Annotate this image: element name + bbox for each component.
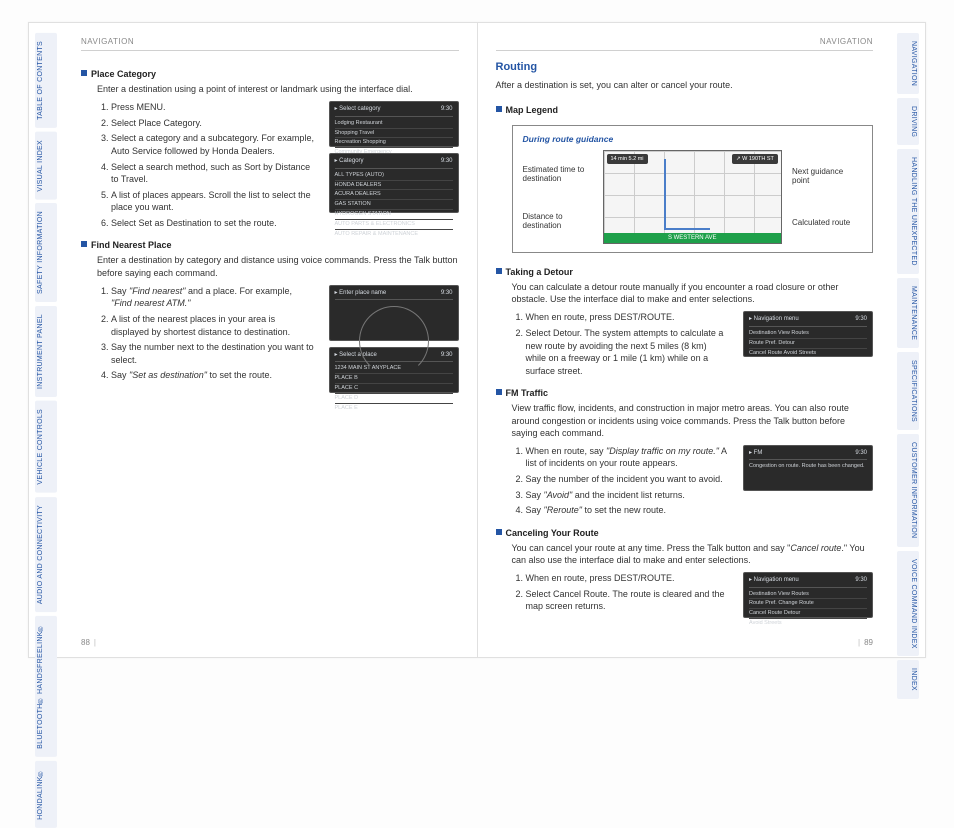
nav-tab[interactable]: MAINTENANCE [897,278,919,348]
manual-spread: TABLE OF CONTENTS VISUAL INDEX SAFETY INFO… [28,22,926,658]
step: Select Detour. The system attempts to ca… [526,327,734,377]
fm-intro: View traffic flow, incidents, and constr… [512,402,874,438]
step: Select Set as Destination to set the rou… [111,217,319,230]
step: Select a category and a subcategory. For… [111,132,319,157]
nav-tab[interactable]: DRIVING [897,98,919,145]
step: Say the number of the incident you want … [526,473,734,486]
screenshot-enter-place: ▸ Enter place name9:30 [329,285,459,341]
page-89: NAVIGATION Routing After a destination i… [478,23,892,657]
steps-place-category: Press MENU. Select Place Category. Select … [111,101,319,229]
legend-right-labels: Next guidance point Calculated route [792,150,862,244]
screenshot-fm-traffic: ▸ FM9:30Congestion on route. Route has b… [743,445,873,491]
step: Say "Set as destination" to set the rout… [111,369,319,382]
legend-left-labels: Estimated time to destination Distance to… [523,150,593,244]
nav-tab[interactable]: VEHICLE CONTROLS [35,401,57,493]
heading-map-legend: Map Legend [496,105,874,115]
step: A list of the nearest places in your are… [111,313,319,338]
step: Select Place Category. [111,117,319,130]
map-canvas: 14 min 5.2 mi ↗ W 190TH ST S WESTERN AVE [603,150,783,244]
heading-cancel-route: Canceling Your Route [496,528,874,538]
step: Say the number next to the destination y… [111,341,319,366]
step: When en route, say "Display traffic on m… [526,445,734,470]
steps-detour: When en route, press DEST/ROUTE. Select D… [526,311,734,377]
nav-tab[interactable]: NAVIGATION [897,33,919,94]
legend-caption: During route guidance [523,134,863,144]
page-number: |89 [496,632,874,647]
legend-label: Distance to destination [523,212,593,230]
legend-label: Calculated route [792,218,862,227]
heading-fm-traffic: FM Traffic [496,388,874,398]
steps-cancel: When en route, press DEST/ROUTE. Select C… [526,572,734,613]
steps-fm-traffic: When en route, say "Display traffic on m… [526,445,734,517]
step: Say "Avoid" and the incident list return… [526,489,734,502]
screenshot-nav-menu-detour: ▸ Navigation menu9:30Destination View Ro… [743,311,873,357]
step: When en route, press DEST/ROUTE. [526,311,734,324]
chip-next-turn: ↗ W 190TH ST [732,154,778,164]
screenshot-nav-menu-cancel: ▸ Navigation menu9:30Destination View Ro… [743,572,873,618]
nav-tab[interactable]: SPECIFICATIONS [897,352,919,430]
cancel-intro: You can cancel your route at any time. P… [512,542,874,566]
intro-text-2: Enter a destination by category and dist… [97,254,459,278]
step: Say "Find nearest" and a place. For exam… [111,285,319,310]
detour-intro: You can calculate a detour route manuall… [512,281,874,305]
page-88: NAVIGATION Place Category Enter a destin… [63,23,478,657]
legend-label: Next guidance point [792,167,862,185]
step: Select Cancel Route. The route is cleare… [526,588,734,613]
right-tabs: NAVIGATION DRIVING HANDLING THE UNEXPECTED… [891,23,925,657]
step: Say "Reroute" to set the new route. [526,504,734,517]
nav-tab[interactable]: HONDALINK® [35,761,57,828]
heading-routing: Routing [496,61,874,73]
nav-tab[interactable]: CUSTOMER INFORMATION [897,434,919,546]
step: Press MENU. [111,101,319,114]
nav-tab[interactable]: TABLE OF CONTENTS [35,33,57,128]
step: When en route, press DEST/ROUTE. [526,572,734,585]
screenshot-select-category: ▸ Select category9:30Lodging RestaurantS… [329,101,459,147]
screenshot-category-list: ▸ Category9:30ALL TYPES (AUTO)HONDA DEAL… [329,153,459,213]
nav-tab[interactable]: SAFETY INFORMATION [35,203,57,302]
heading-detour: Taking a Detour [496,267,874,277]
nav-tab[interactable]: HANDLING THE UNEXPECTED [897,149,919,274]
heading-find-nearest: Find Nearest Place [81,240,459,250]
intro-text: Enter a destination using a point of int… [97,83,459,95]
nav-tab[interactable]: VOICE COMMAND INDEX [897,551,919,657]
heading-place-category: Place Category [81,69,459,79]
nav-tab[interactable]: VISUAL INDEX [35,132,57,200]
routing-intro: After a destination is set, you can alte… [496,79,874,91]
legend-label: Estimated time to destination [523,165,593,183]
nav-tab[interactable]: INSTRUMENT PANEL [35,306,57,397]
page-header: NAVIGATION [496,37,874,51]
page-header: NAVIGATION [81,37,459,51]
step: Select a search method, such as Sort by … [111,161,319,186]
pages: NAVIGATION Place Category Enter a destin… [63,23,891,657]
map-legend-box: During route guidance Estimated time to … [512,125,874,253]
step: A list of places appears. Scroll the lis… [111,189,319,214]
nav-tab[interactable]: AUDIO AND CONNECTIVITY [35,497,57,612]
steps-find-nearest: Say "Find nearest" and a place. For exam… [111,285,319,382]
chip-eta: 14 min 5.2 mi [607,154,648,164]
nav-tab[interactable]: BLUETOOTH® HANDSFREELINK® [35,616,57,757]
page-number: 88| [81,632,459,647]
street-label: S WESTERN AVE [604,233,782,243]
left-tabs: TABLE OF CONTENTS VISUAL INDEX SAFETY INFO… [29,23,63,657]
